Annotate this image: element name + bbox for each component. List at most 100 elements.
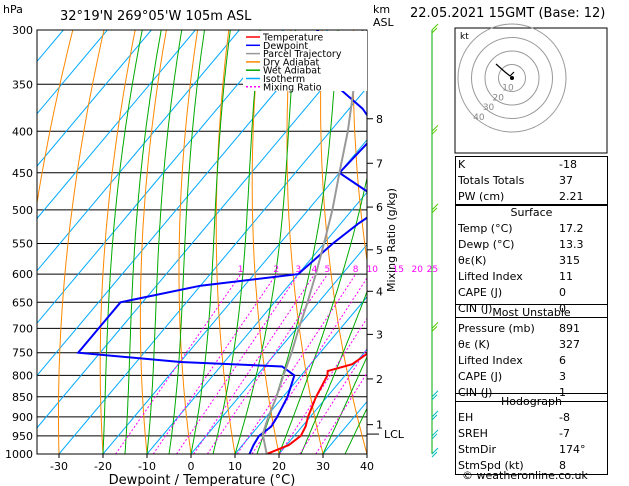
most-unstable-row: CIN (J) 1 [456, 385, 608, 402]
hodograph-ring [484, 50, 540, 106]
hodograph-row: StmSpd (kt) 8 [456, 458, 608, 475]
temp-tick-label: -30 [50, 460, 68, 473]
surface-row: θε(K) 315 [456, 253, 608, 269]
pressure-tick-label: 900 [12, 411, 33, 424]
pressure-tick-label: 300 [12, 24, 33, 37]
hodograph-label: SREH [458, 427, 488, 440]
most-unstable-label: Lifted Index [458, 354, 523, 367]
hodograph-value: -8 [559, 411, 570, 424]
pressure-tick-label: 700 [12, 322, 33, 335]
surface-value: 315 [559, 254, 580, 267]
surface-value: 0 [559, 302, 566, 315]
hodograph-ring [457, 23, 567, 133]
dry-adiabat-line [37, 30, 74, 207]
most-unstable-row: CAPE (J) 3 [456, 369, 608, 385]
height-tick-label: 6 [376, 201, 383, 214]
height-unit-km: km [373, 3, 390, 16]
isotherm-line [190, 243, 367, 454]
pressure-unit: hPa [3, 3, 23, 16]
hodograph-storm-marker [510, 76, 514, 80]
location-title: 32°19'N 269°05'W 105m ASL [60, 9, 252, 24]
temp-tick-label: 40 [360, 460, 374, 473]
mixing-ratio-line [193, 273, 316, 454]
wet-adiabat-line [256, 30, 339, 454]
hodograph-row: SREH -7 [456, 426, 608, 442]
mixing-ratio-label: 8 [353, 265, 359, 275]
isotherm-line [37, 34, 367, 429]
index-value: -18 [559, 158, 577, 171]
mixing-ratio-label: 4 [312, 265, 318, 275]
indices-panel: K -18 Totals Totals 37 PW (cm) 2.21 [455, 156, 608, 206]
pressure-tick-label: 800 [12, 369, 33, 382]
sounding-datetime: 22.05.2021 15GMT (Base: 12) [410, 6, 606, 21]
wind-profile [431, 23, 439, 458]
wind-barb [431, 390, 439, 401]
pressure-tick-label: 550 [12, 237, 33, 250]
wet-adiabat-line [146, 30, 183, 454]
pressure-tick-label: 450 [12, 167, 33, 180]
mixing-ratio-line [315, 372, 367, 454]
most-unstable-row: Lifted Index 6 [456, 353, 608, 369]
wind-barb [431, 429, 439, 440]
dry-adiabat-line [178, 30, 199, 454]
most-unstable-row: θε (K) 327 [456, 337, 608, 353]
wind-barb [431, 410, 439, 421]
hodograph-value: 174° [559, 443, 586, 456]
legend-entry: Dry Adiabat [263, 57, 320, 68]
mixing-ratio-label: 20 [412, 265, 424, 275]
wet-adiabat-line [102, 30, 143, 454]
height-tick-label: 5 [376, 244, 383, 257]
legend-background [243, 31, 367, 91]
x-axis-label: Dewpoint / Temperature (°C) [109, 473, 296, 486]
surface-value: 0 [559, 286, 566, 299]
surface-value: 17.2 [559, 222, 584, 235]
isotherm-line [37, 30, 328, 377]
hodograph-label: StmDir [458, 443, 497, 456]
hodograph-unit: kt [460, 32, 469, 42]
surface-label: CIN (J) [458, 302, 493, 315]
mixing-axis-label: Mixing Ratio (g/kg) [385, 188, 398, 292]
wet-adiabat-line [234, 30, 297, 454]
parcel-trajectory-line [261, 30, 364, 454]
copyright: © weatheronline.co.uk [462, 469, 588, 482]
wind-barb [431, 23, 439, 34]
most-unstable-label: Pressure (mb) [458, 322, 535, 335]
surface-row: Dewp (°C) 13.3 [456, 237, 608, 253]
temp-tick-label: -20 [94, 460, 112, 473]
dewpoint-line [76, 30, 367, 454]
isotherm-line [37, 30, 152, 167]
wet-adiabat-line [300, 290, 367, 454]
legend-entry: Dewpoint [263, 41, 308, 52]
surface-row: Lifted Index 11 [456, 269, 608, 285]
index-label: PW (cm) [458, 190, 505, 203]
most-unstable-title: Most Unstable [492, 306, 571, 319]
hodograph-value: 8 [559, 459, 566, 472]
lcl-label: LCL [384, 428, 405, 441]
height-tick-label: 4 [376, 285, 383, 298]
wet-adiabat-line [124, 30, 162, 454]
hodograph-value: -7 [559, 427, 570, 440]
mixing-ratio-line [115, 273, 242, 454]
most-unstable-label: CAPE (J) [458, 370, 503, 383]
wet-adiabat-line [168, 30, 205, 454]
height-tick-label: 8 [376, 113, 383, 126]
wet-adiabat-line [322, 355, 367, 454]
background-lines [37, 30, 367, 454]
hodograph-ring [471, 37, 553, 119]
index-value: 37 [559, 174, 573, 187]
hodograph-table-title: Hodograph [501, 395, 562, 408]
temp-tick-label: 30 [316, 460, 330, 473]
height-tick-label: 2 [376, 373, 383, 386]
temp-tick-label: 0 [188, 460, 195, 473]
wind-barb [431, 203, 439, 214]
pressure-tick-label: 750 [12, 347, 33, 360]
index-value: 2.21 [559, 190, 584, 203]
index-row: PW (cm) 2.21 [456, 189, 608, 206]
wet-adiabat-line [278, 175, 367, 454]
height-tick-label: 3 [376, 328, 383, 341]
most-unstable-label: θε (K) [458, 338, 490, 351]
height-unit-asl: ASL [373, 16, 395, 29]
wind-barb [431, 124, 439, 135]
